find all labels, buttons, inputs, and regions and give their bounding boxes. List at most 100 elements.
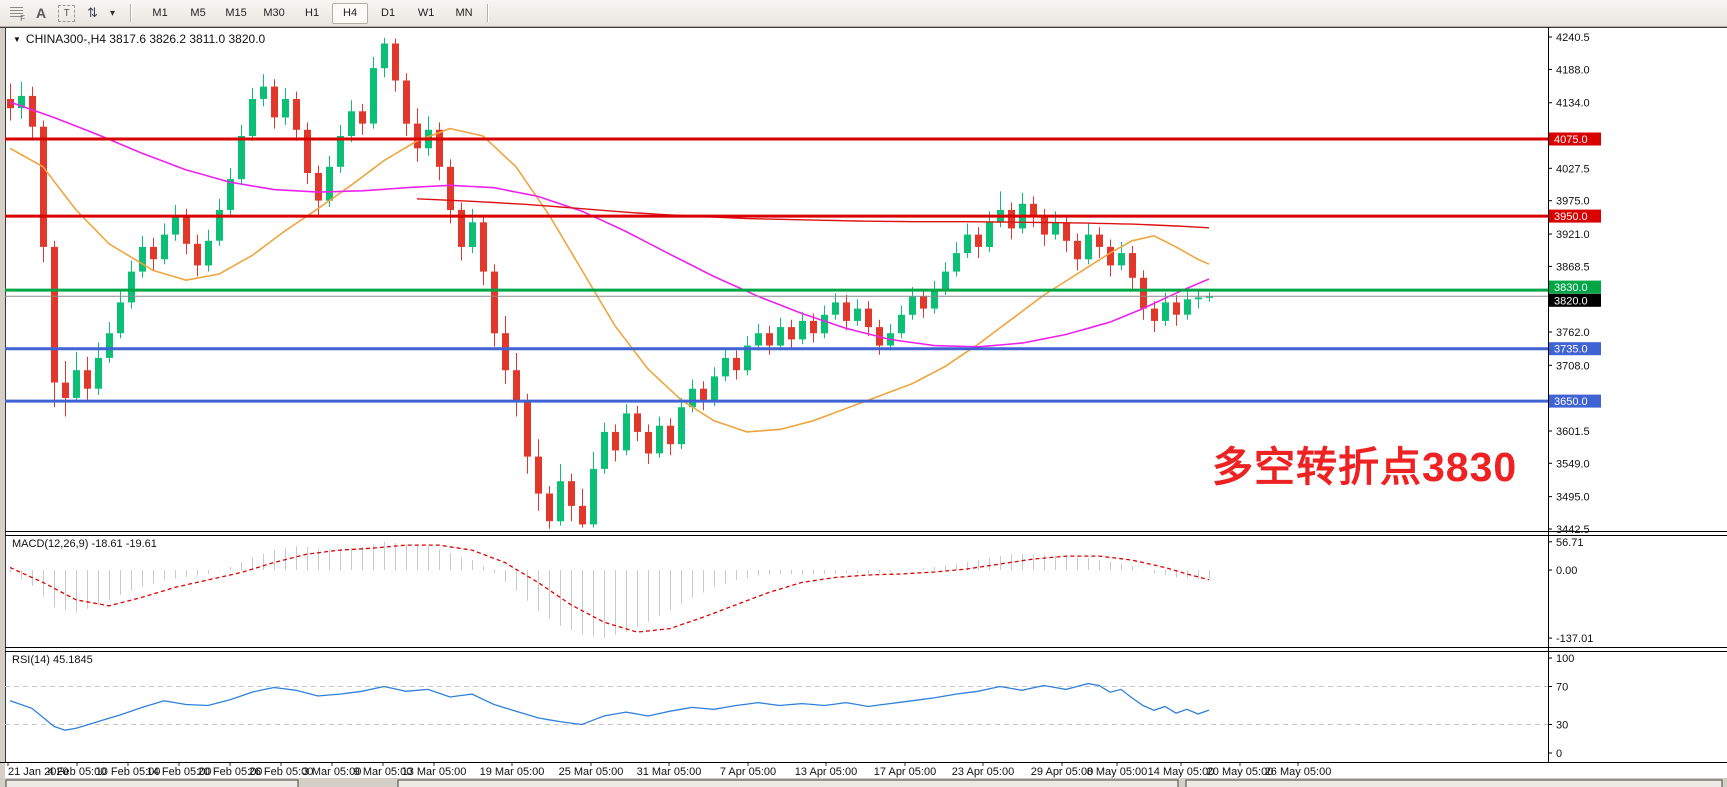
candle-body (348, 111, 355, 136)
text-box-icon[interactable]: T (58, 4, 76, 22)
candle-body (128, 271, 135, 303)
candle-body (524, 401, 531, 457)
candle-body (271, 86, 278, 118)
candle-body (601, 431, 608, 469)
candle-body (744, 345, 751, 371)
candle-body (1184, 299, 1191, 315)
tf-button-w1[interactable]: W1 (417, 6, 435, 19)
tf-button-m1[interactable]: M1 (152, 6, 168, 19)
collapse-triangle-icon[interactable]: ▼ (13, 35, 21, 44)
price-tick-label: 3495.0 (1556, 492, 1590, 504)
main-price-pane[interactable] (5, 37, 1548, 529)
candle-body (843, 302, 850, 321)
chart-tab[interactable] (1185, 779, 1723, 787)
price-label-text: 3650.0 (1554, 396, 1588, 408)
price-label-text: 3950.0 (1554, 211, 1588, 223)
candle-body (832, 302, 839, 315)
candle-body (403, 80, 410, 124)
price-label-box (1549, 209, 1601, 223)
candle-body (293, 99, 300, 130)
candle-body (1041, 216, 1048, 235)
candle-body (7, 99, 14, 109)
text-label-icon[interactable]: A (36, 5, 47, 21)
candle-body (535, 456, 542, 494)
rsi-line (9, 682, 1210, 731)
candle-body (557, 481, 564, 522)
macd-indicator-label: MACD(12,26,9) -18.61 -19.61 (12, 538, 157, 550)
tf-button-h1[interactable]: H1 (305, 6, 320, 19)
price-tick-label: 3868.5 (1556, 261, 1590, 273)
chart-tabs-strip[interactable] (0, 778, 1727, 787)
candle-body (183, 216, 190, 244)
candle-body (29, 95, 36, 127)
chart-tab[interactable] (5, 779, 299, 787)
candle-body (766, 333, 773, 346)
candle-body (1107, 246, 1114, 266)
candle-body (370, 68, 377, 124)
candle-body (953, 253, 960, 272)
time-tick-label: 3 Mar 05:00 (303, 766, 362, 778)
time-tick-label: 17 Apr 05:00 (874, 766, 936, 778)
candle-body (326, 166, 333, 201)
rsi-tick-label: 0 (1556, 748, 1562, 760)
fibonacci-grid-icon[interactable]: F (8, 6, 25, 23)
fibo-letter: F (20, 13, 25, 23)
time-tick-label: 19 Mar 05:00 (480, 766, 545, 778)
candle-body (623, 413, 630, 451)
price-label-box (1549, 342, 1601, 356)
candle-body (568, 481, 575, 506)
tf-button-m5[interactable]: M5 (190, 6, 206, 19)
time-tick-label: 9 Mar 05:00 (354, 766, 413, 778)
candle-body (194, 243, 201, 266)
tf-button-h4[interactable]: H4 (332, 2, 369, 24)
candle-body (1052, 222, 1059, 235)
candle-body (51, 246, 58, 383)
macd-pane[interactable]: 56.71 0.00 -137.01 (9, 537, 1593, 645)
toolbar-separator (130, 4, 132, 22)
tf-button-m30[interactable]: M30 (263, 6, 285, 19)
candle-body (689, 388, 696, 408)
cursor-arrows-icon[interactable]: ⇅ (87, 5, 99, 20)
candle-body (161, 234, 168, 260)
candle-body (909, 296, 916, 315)
ma-orange-line[interactable] (9, 127, 1210, 433)
toolbar-separator (487, 4, 489, 22)
candle-body (73, 370, 80, 398)
ma-red-line[interactable] (416, 198, 1210, 229)
candle-body (645, 431, 652, 454)
ma-magenta-line[interactable] (9, 101, 1210, 348)
candle-body (1096, 234, 1103, 247)
candle-body (249, 99, 256, 136)
price-label-box (1549, 280, 1601, 294)
price-label-text: 4075.0 (1554, 134, 1588, 146)
candle-body (931, 290, 938, 309)
price-tick-label: 4240.5 (1556, 32, 1590, 44)
time-tick-label: 4 Feb 05:00 (48, 766, 107, 778)
price-tick-label: 3762.0 (1556, 327, 1590, 339)
candle-body (667, 425, 674, 445)
price-tick-label: 3708.0 (1556, 360, 1590, 372)
macd-tick-label: 56.71 (1556, 537, 1584, 549)
rsi-pane[interactable]: 100 70 30 0 (5, 653, 1574, 760)
time-tick-label: 20 May 05:00 (1207, 766, 1274, 778)
time-tick-label: 23 Apr 05:00 (952, 766, 1014, 778)
macd-tick-label: -137.01 (1556, 633, 1593, 645)
candle-body (590, 468, 597, 525)
tf-button-d1[interactable]: D1 (381, 6, 396, 19)
chart-tab[interactable] (397, 779, 1179, 787)
dropdown-caret-icon[interactable]: ▾ (110, 7, 116, 19)
candle-body (40, 126, 47, 247)
price-tick-label: 3921.0 (1556, 229, 1590, 241)
annotation-text[interactable]: 多空转折点3830 (1212, 444, 1518, 490)
candle-body (106, 333, 113, 358)
candle-body (304, 129, 311, 173)
price-axis[interactable]: 4240.5 4188.0 4134.0 4027.5 3975.0 3921.0 3868… (1548, 32, 1601, 536)
candle-body (777, 327, 784, 346)
candle-body (656, 425, 663, 454)
tf-button-m15[interactable]: M15 (225, 6, 247, 19)
candle-body (579, 505, 586, 525)
candle-body (975, 234, 982, 247)
tf-button-mn[interactable]: MN (455, 6, 473, 19)
